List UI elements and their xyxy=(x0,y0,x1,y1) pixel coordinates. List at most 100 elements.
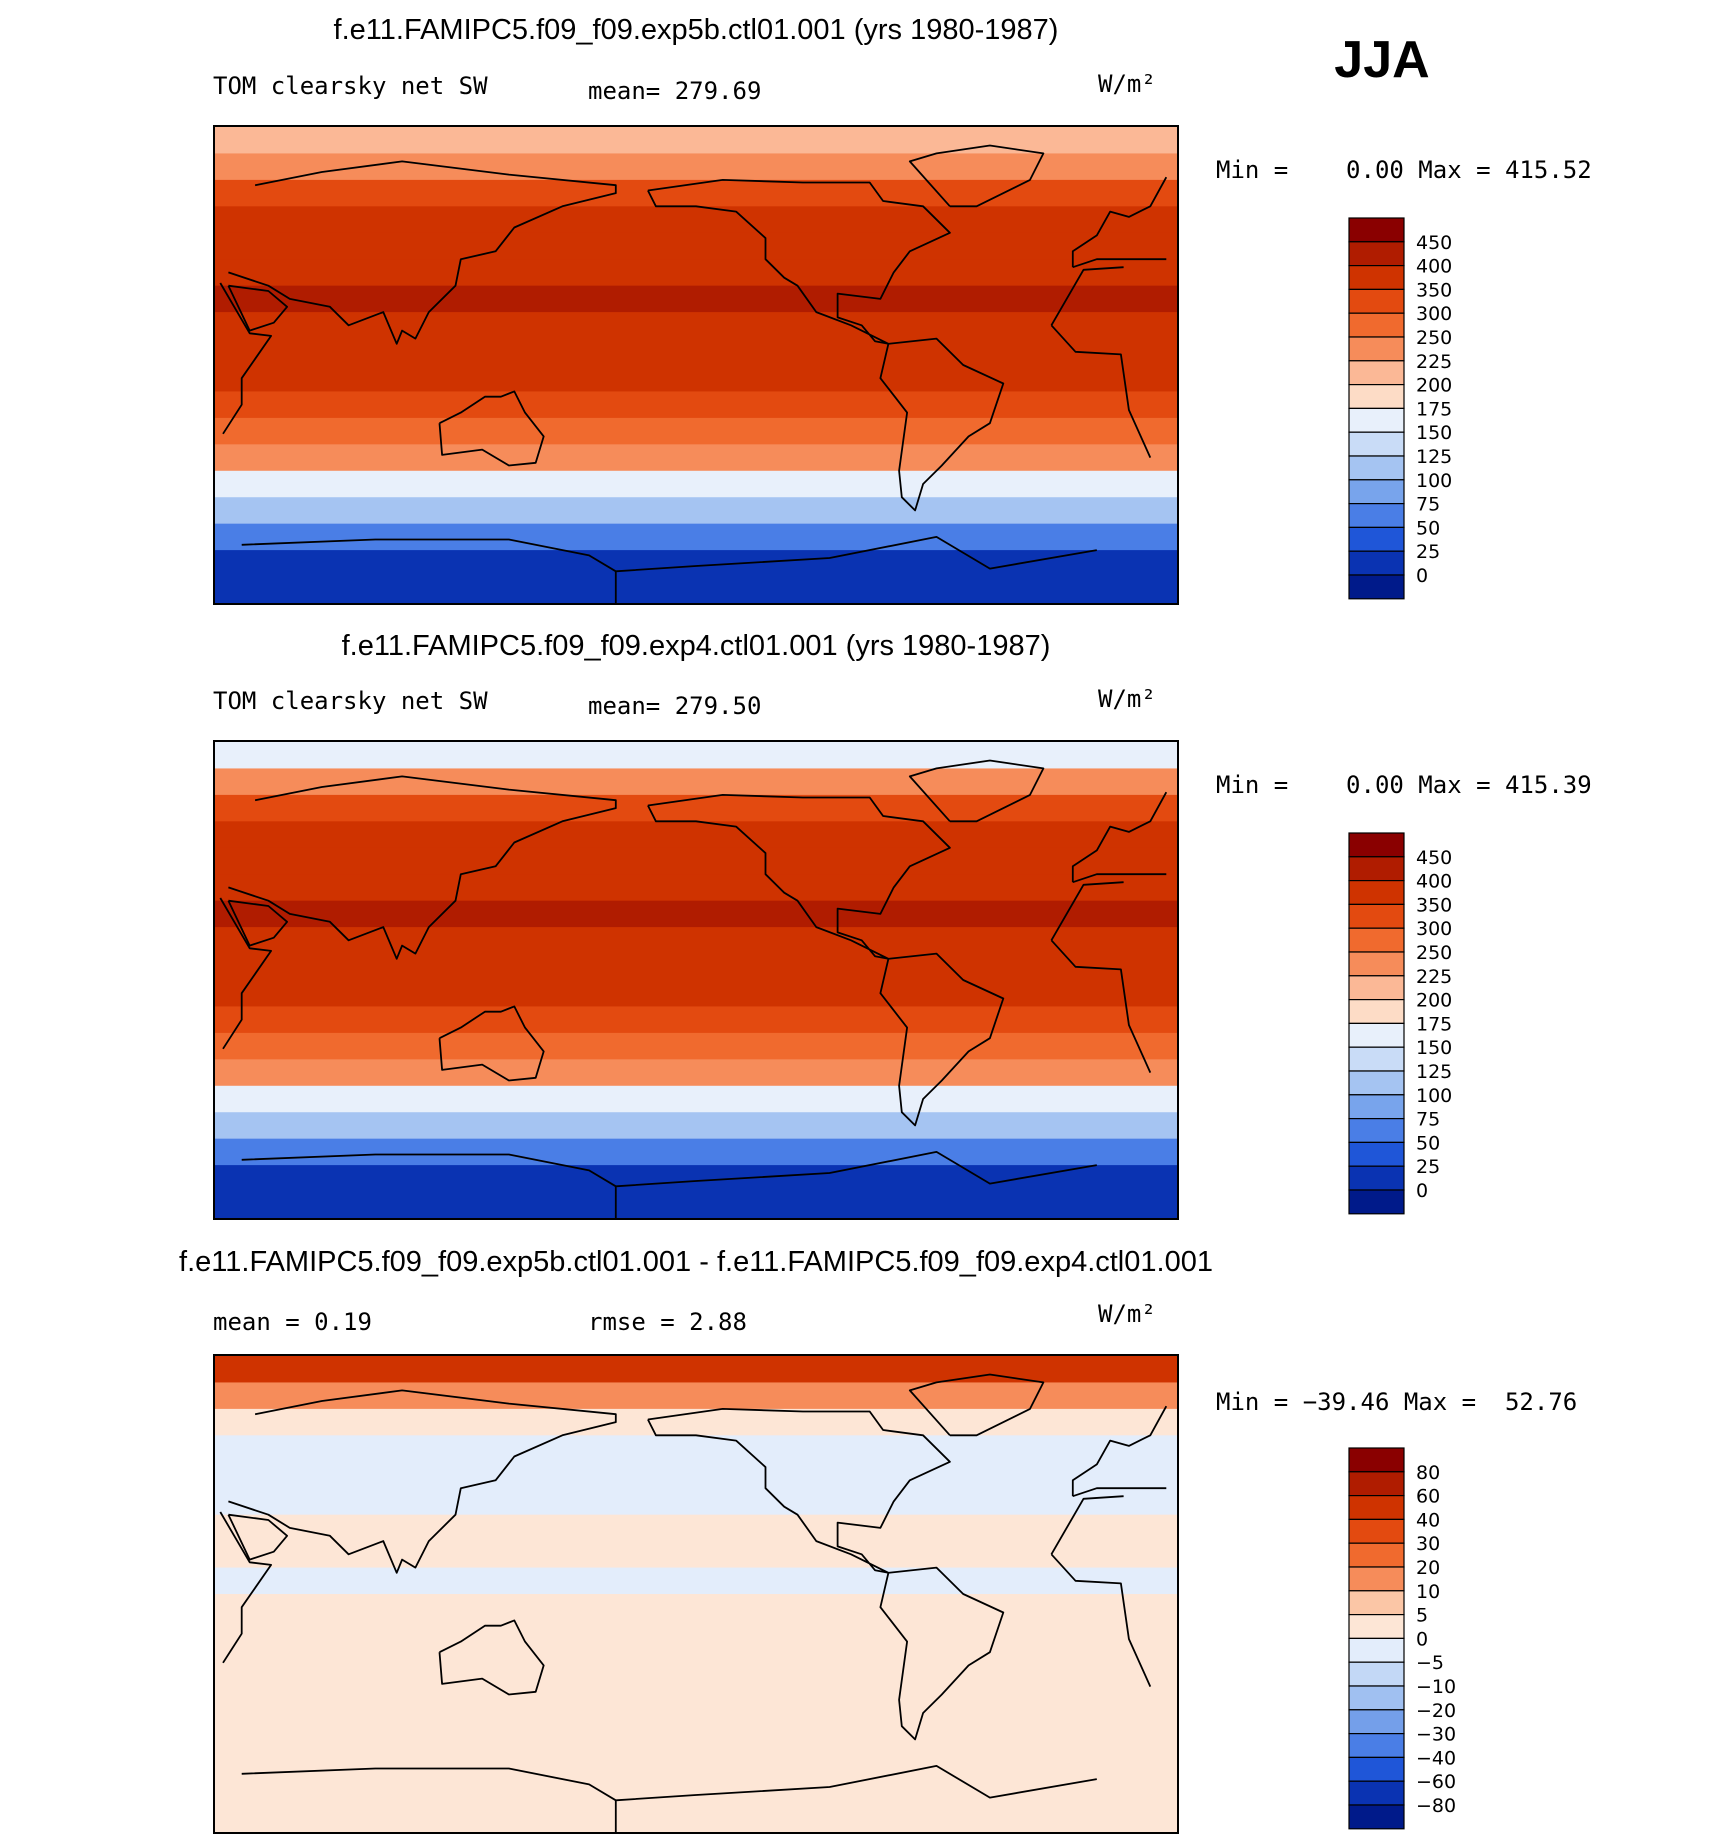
colorbar-tick-label: 10 xyxy=(1416,1581,1440,1603)
coastline-samerica xyxy=(879,337,1005,512)
coastline-eurasia xyxy=(228,160,617,345)
colorbar-box xyxy=(1348,264,1405,290)
coastline-antarctica xyxy=(241,535,1097,603)
panel-3-rmse-label: rmse = 2.88 xyxy=(588,1308,747,1336)
panel-2-variable-label: TOM clearsky net SW xyxy=(213,687,488,715)
coastline-eurasia xyxy=(1072,1487,1167,1498)
coastline-africa xyxy=(1050,1553,1152,1687)
panel-3-units: W/m² xyxy=(1098,1300,1156,1328)
zonal-band xyxy=(215,1085,1177,1113)
colorbar-box xyxy=(1348,1118,1405,1144)
colorbar-tick-label: 25 xyxy=(1416,1156,1440,1178)
colorbar-tick-label: 100 xyxy=(1416,470,1452,492)
zonal-band xyxy=(215,338,1177,366)
colorbar-box xyxy=(1348,1070,1405,1096)
coastline-africa xyxy=(1050,881,1124,941)
colorbar-box xyxy=(1348,1637,1405,1663)
coastline-africa xyxy=(219,1511,272,1664)
colorbar-tick-label: 450 xyxy=(1416,847,1452,869)
coastline-namerica xyxy=(647,179,951,345)
panel-3-colorbar: 80 60 40 30 20 10 5 0 −5 −10 −20 −30 −40 −60 −80 xyxy=(1348,1447,1518,1837)
panel-1-mean-label: mean= 279.69 xyxy=(588,77,762,105)
season-label: JJA xyxy=(1334,31,1430,89)
colorbar-box xyxy=(1348,431,1405,457)
zonal-band xyxy=(215,312,1177,340)
colorbar-box xyxy=(1348,217,1405,243)
zonal-band xyxy=(215,1514,1177,1542)
zonal-band xyxy=(215,153,1177,181)
coastline-greenland xyxy=(908,1373,1045,1437)
panel-1-units: W/m² xyxy=(1098,70,1156,98)
colorbar-tick-label: 60 xyxy=(1416,1486,1440,1508)
panel-2-units: W/m² xyxy=(1098,685,1156,713)
colorbar-box xyxy=(1348,951,1405,977)
colorbar-tick-label: −40 xyxy=(1416,1747,1456,1769)
colorbar-tick-label: −60 xyxy=(1416,1771,1456,1793)
panel-1-minmax: Min = 0.00 Max = 415.52 xyxy=(1216,156,1592,184)
zonal-band xyxy=(215,1646,1177,1674)
zonal-band xyxy=(215,1594,1177,1622)
colorbar-box xyxy=(1348,1756,1405,1782)
coastline-australia xyxy=(438,1005,545,1082)
colorbar-box xyxy=(1348,1471,1405,1497)
colorbar-tick-label: 30 xyxy=(1416,1533,1440,1555)
colorbar-box xyxy=(1348,999,1405,1025)
zonal-band xyxy=(215,206,1177,234)
zonal-band xyxy=(215,1435,1177,1463)
panel-1-map xyxy=(213,125,1179,605)
colorbar-tick-label: 225 xyxy=(1416,351,1452,373)
colorbar-tick-label: 400 xyxy=(1416,256,1452,278)
colorbar-box xyxy=(1348,360,1405,386)
colorbar-box xyxy=(1348,1518,1405,1544)
colorbar-box xyxy=(1348,241,1405,267)
colorbar-box xyxy=(1348,1046,1405,1072)
colorbar-tick-label: 300 xyxy=(1416,918,1452,940)
colorbar-box xyxy=(1348,1094,1405,1120)
colorbar-box xyxy=(1348,1590,1405,1616)
colorbar-box xyxy=(1348,879,1405,905)
zonal-band xyxy=(215,1726,1177,1754)
zonal-band xyxy=(215,1805,1177,1832)
panel-3-map xyxy=(213,1354,1179,1834)
colorbar-tick-label: 175 xyxy=(1416,1013,1452,1035)
coastline-africa xyxy=(1050,939,1152,1073)
panel-3-title: f.e11.FAMIPC5.f09_f09.exp5b.ctl01.001 - … xyxy=(179,1246,1213,1278)
coastline-arabia xyxy=(227,1513,288,1561)
coastline-australia xyxy=(438,1619,545,1696)
zonal-band xyxy=(215,1356,1177,1384)
zonal-band xyxy=(215,1138,1177,1166)
zonal-band xyxy=(215,417,1177,445)
colorbar-box xyxy=(1348,550,1405,576)
zonal-band xyxy=(215,127,1177,155)
panel-3-minmax: Min = −39.46 Max = 52.76 xyxy=(1216,1388,1578,1416)
colorbar-box xyxy=(1348,1780,1405,1806)
coastline-samerica xyxy=(879,1566,1005,1741)
colorbar-tick-label: 125 xyxy=(1416,446,1452,468)
zonal-band xyxy=(215,953,1177,981)
panel-1-colorbar: 450 400 350 300 250 225 200 175 150 125 100 75 50 25 0 xyxy=(1348,217,1518,607)
coastline-africa xyxy=(219,282,272,435)
panel-2-minmax: Min = 0.00 Max = 415.39 xyxy=(1216,771,1592,799)
zonal-band xyxy=(215,1541,1177,1569)
zonal-band xyxy=(215,1059,1177,1087)
colorbar-box xyxy=(1348,1494,1405,1520)
zonal-band xyxy=(215,1461,1177,1489)
colorbar-box xyxy=(1348,1804,1405,1830)
colorbar-box xyxy=(1348,1709,1405,1735)
colorbar-box xyxy=(1348,1614,1405,1640)
colorbar-box xyxy=(1348,407,1405,433)
zonal-band xyxy=(215,550,1177,578)
colorbar-box xyxy=(1348,503,1405,529)
coastline-antarctica xyxy=(241,1764,1097,1832)
panel-1-variable-label: TOM clearsky net SW xyxy=(213,72,488,100)
colorbar-tick-label: 40 xyxy=(1416,1509,1440,1531)
coastline-africa xyxy=(1050,266,1124,326)
colorbar-tick-label: 250 xyxy=(1416,942,1452,964)
colorbar-box xyxy=(1348,312,1405,338)
colorbar-box xyxy=(1348,927,1405,953)
coastline-eurasia xyxy=(228,775,617,960)
zonal-band xyxy=(215,1006,1177,1034)
coastline-arabia xyxy=(227,284,288,332)
colorbar-tick-label: 75 xyxy=(1416,1109,1440,1131)
colorbar-box xyxy=(1348,336,1405,362)
